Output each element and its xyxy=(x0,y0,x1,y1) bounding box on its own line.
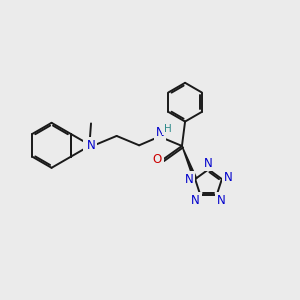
Text: N: N xyxy=(191,194,200,207)
Polygon shape xyxy=(182,146,197,180)
Text: N: N xyxy=(204,157,213,169)
Text: N: N xyxy=(217,194,226,207)
Text: N: N xyxy=(184,172,193,186)
Text: N: N xyxy=(85,138,94,151)
Text: N: N xyxy=(156,126,164,139)
Text: N: N xyxy=(87,140,95,152)
Text: O: O xyxy=(153,153,162,166)
Text: N: N xyxy=(224,171,233,184)
Text: H: H xyxy=(164,124,172,134)
